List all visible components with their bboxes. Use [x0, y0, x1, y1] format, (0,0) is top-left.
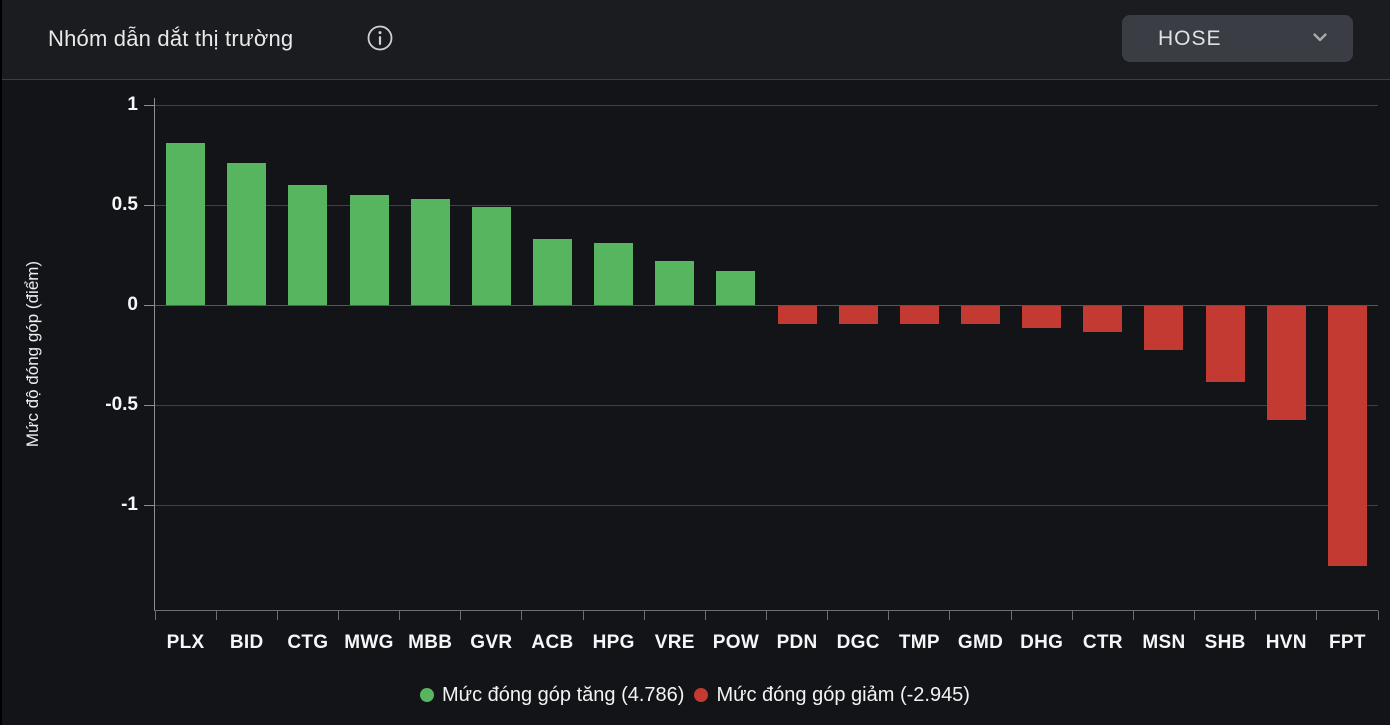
x-axis-tick — [337, 611, 339, 620]
x-axis-tick — [215, 611, 217, 620]
bar-gmd[interactable] — [961, 306, 1001, 324]
x-tick-label: CTR — [1082, 632, 1123, 653]
bar-hpg[interactable] — [594, 243, 634, 305]
y-axis-tick — [144, 104, 154, 106]
legend-item-negative[interactable]: Mức đóng góp giảm (-2.945) — [694, 684, 970, 707]
y-tick-label: -1 — [121, 494, 138, 515]
bar-mbb[interactable] — [410, 199, 450, 305]
x-tick-label: PLX — [166, 632, 205, 653]
x-axis-tick — [1377, 611, 1379, 620]
x-tick-label: HVN — [1265, 632, 1307, 653]
panel-left-edge — [0, 0, 2, 725]
x-axis-tick — [704, 611, 706, 620]
legend-label: Mức đóng góp tăng (4.786) — [442, 683, 685, 706]
bar-gvr[interactable] — [471, 207, 511, 305]
x-tick-label: DGC — [836, 632, 880, 653]
bar-fpt[interactable] — [1327, 306, 1367, 566]
y-gridline — [155, 304, 1378, 306]
x-tick-label: BID — [229, 632, 264, 653]
x-axis-tick — [1316, 611, 1318, 620]
x-axis-tick — [1132, 611, 1134, 620]
bar-shb[interactable] — [1205, 306, 1245, 382]
x-tick-label: POW — [712, 632, 760, 653]
bar-plx[interactable] — [166, 143, 206, 305]
x-tick-label: GMD — [957, 632, 1004, 653]
x-axis-tick — [888, 611, 890, 620]
x-tick-label: MSN — [1142, 632, 1186, 653]
y-gridline — [155, 404, 1378, 406]
legend-item-positive[interactable]: Mức đóng góp tăng (4.786) — [420, 684, 684, 707]
x-tick-label: CTG — [287, 632, 329, 653]
x-tick-label: GVR — [470, 632, 513, 653]
legend-label: Mức đóng góp giảm (-2.945) — [716, 683, 970, 706]
x-axis-tick — [154, 611, 156, 620]
x-tick-label: DHG — [1020, 632, 1064, 653]
info-icon[interactable] — [366, 24, 394, 52]
x-tick-label: FPT — [1329, 632, 1366, 653]
exchange-dropdown-value: HOSE — [1158, 26, 1222, 50]
x-tick-label: PDN — [776, 632, 818, 653]
bar-dhg[interactable] — [1022, 306, 1062, 328]
x-tick-label: MBB — [408, 632, 453, 653]
bar-vre[interactable] — [655, 261, 695, 305]
x-axis-tick — [827, 611, 829, 620]
x-tick-label: HPG — [592, 632, 635, 653]
chevron-down-icon — [1309, 26, 1331, 51]
x-axis-tick — [276, 611, 278, 620]
y-axis-line — [154, 98, 155, 610]
bar-pdn[interactable] — [777, 306, 817, 324]
panel-title: Nhóm dẫn dắt thị trường — [48, 26, 294, 51]
x-axis-tick — [643, 611, 645, 620]
y-tick-label: 0 — [127, 294, 138, 315]
y-gridline — [155, 504, 1378, 506]
y-axis-tick — [144, 304, 154, 306]
bar-acb[interactable] — [532, 239, 572, 305]
x-axis-line — [154, 610, 1378, 611]
y-tick-label: 1 — [127, 94, 138, 115]
y-axis-tick — [144, 404, 154, 406]
bar-ctr[interactable] — [1083, 306, 1123, 332]
legend-dot-positive — [420, 688, 435, 702]
bar-pow[interactable] — [716, 271, 756, 305]
x-tick-label: SHB — [1204, 632, 1246, 653]
x-tick-label: TMP — [898, 632, 940, 653]
bar-msn[interactable] — [1144, 306, 1184, 350]
bar-bid[interactable] — [227, 163, 267, 305]
y-axis-tick — [144, 504, 154, 506]
x-tick-label: VRE — [654, 632, 695, 653]
y-axis-title: Mức độ đóng góp (điểm) — [23, 260, 42, 448]
bar-hvn[interactable] — [1266, 306, 1306, 420]
x-axis-tick — [460, 611, 462, 620]
x-axis-tick — [521, 611, 523, 620]
chart-legend: Mức đóng góp tăng (4.786) Mức đóng góp gi… — [0, 678, 1390, 712]
y-axis-tick — [144, 204, 154, 206]
legend-dot-negative — [694, 688, 709, 702]
y-tick-label: 0.5 — [111, 194, 138, 215]
x-axis-tick — [1194, 611, 1196, 620]
bar-tmp[interactable] — [899, 306, 939, 324]
x-axis-tick — [1071, 611, 1073, 620]
x-axis-tick — [582, 611, 584, 620]
bar-dgc[interactable] — [838, 306, 878, 324]
y-gridline — [155, 204, 1378, 206]
x-axis-tick — [1255, 611, 1257, 620]
x-axis-tick — [399, 611, 401, 620]
x-axis-tick — [1010, 611, 1012, 620]
y-tick-label: -0.5 — [105, 394, 138, 415]
x-axis-tick — [766, 611, 767, 620]
panel-header: Nhóm dẫn dắt thị trường HOSE — [0, 0, 1390, 80]
y-gridline — [155, 104, 1378, 106]
exchange-dropdown[interactable]: HOSE — [1122, 15, 1353, 62]
x-tick-label: ACB — [531, 632, 574, 653]
x-tick-label: MWG — [344, 632, 394, 653]
bar-ctg[interactable] — [288, 185, 328, 305]
x-axis-tick — [949, 611, 951, 620]
bar-mwg[interactable] — [349, 195, 389, 305]
